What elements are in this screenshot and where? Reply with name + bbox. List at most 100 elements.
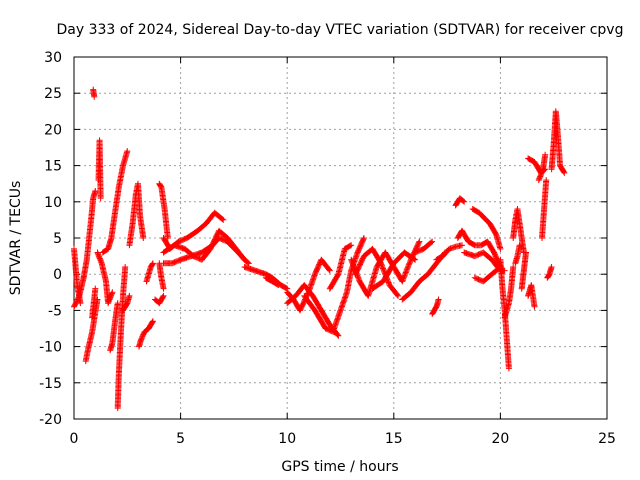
data-points-s46	[525, 282, 538, 310]
y-tick-label: -20	[39, 412, 62, 428]
series-s11	[114, 263, 129, 412]
series-s23	[262, 274, 282, 289]
y-axis-label: SDTVAR / TECUs	[8, 181, 24, 296]
data-points-s14	[136, 318, 156, 350]
data-points-s51	[548, 108, 568, 176]
x-tick-label: 10	[278, 431, 296, 447]
x-tick-label: 25	[598, 431, 616, 447]
y-tick-label: 15	[44, 159, 62, 175]
series-s15	[143, 260, 156, 285]
data-points-s49	[539, 177, 550, 241]
series-s49	[539, 177, 550, 241]
y-tick-label: -10	[39, 340, 62, 356]
data-points-s02	[71, 274, 87, 310]
y-tick-label: 10	[44, 195, 62, 211]
series-s34	[429, 296, 442, 317]
data-points-s28	[326, 242, 355, 292]
x-tick-label: 20	[491, 431, 509, 447]
data-points-s44	[512, 242, 523, 267]
series-s28	[326, 242, 355, 292]
series-s03	[80, 187, 99, 281]
series-s21	[160, 227, 248, 263]
series-s36	[452, 195, 468, 209]
data-points-s31	[369, 249, 419, 292]
data-points-s43	[510, 206, 527, 256]
series-s26	[301, 292, 338, 336]
data-points-s15	[143, 260, 156, 285]
data-points-s12	[120, 292, 133, 314]
series-s48	[535, 151, 549, 184]
data-points-s09	[99, 148, 131, 256]
data-points-s03	[80, 187, 99, 281]
series-s10	[107, 300, 121, 354]
y-tick-label: -5	[48, 303, 62, 319]
data-points-s18	[156, 260, 167, 292]
series-s43	[510, 206, 527, 256]
data-points-s48	[535, 151, 549, 184]
series-s45	[518, 249, 529, 292]
series-s12	[120, 292, 133, 314]
series-s46	[525, 282, 538, 310]
series-s17	[156, 180, 171, 241]
series-s51	[548, 108, 568, 176]
series-s30	[352, 245, 402, 299]
series-s42	[501, 263, 517, 321]
data-points-s50	[544, 263, 555, 281]
y-tick-label: 25	[44, 86, 62, 102]
series-s50	[544, 263, 555, 281]
data-points-s36	[452, 195, 468, 209]
series-s35	[433, 242, 466, 263]
data-points-s26	[301, 292, 338, 336]
data-points-s16	[152, 292, 167, 307]
x-tick-label: 0	[70, 431, 79, 447]
y-tick-label: 0	[53, 267, 62, 283]
y-tick-label: 5	[53, 231, 62, 247]
series-s33	[412, 238, 436, 256]
x-tick-label: 5	[176, 431, 185, 447]
series-s09	[99, 148, 131, 256]
series-s07	[95, 137, 104, 202]
series-s44	[512, 242, 523, 267]
tick-labels: 0 5 10 15 20 25 -20 -15 -10 -5 0 5 10 15 20 25 30	[39, 50, 616, 447]
data-points-s23	[262, 274, 282, 289]
series-s41	[497, 256, 512, 372]
data-points-s08	[94, 249, 116, 307]
data-points-s33	[412, 238, 436, 256]
series-s18	[156, 260, 167, 292]
y-tick-label: -15	[39, 376, 62, 392]
series-s31	[369, 249, 419, 292]
data-points-s40	[471, 263, 504, 285]
data-points-s34	[429, 296, 442, 317]
data-points-s39	[469, 206, 504, 252]
series-s06	[90, 86, 98, 100]
data-points-s21	[160, 227, 248, 263]
series-s40	[471, 263, 504, 285]
series-s16	[152, 292, 167, 307]
y-tick-label: 30	[44, 50, 62, 66]
data-points-s35	[433, 242, 466, 263]
x-axis-label: GPS time / hours	[281, 459, 398, 475]
data-points-s05	[89, 285, 99, 321]
data-points-s06	[90, 86, 98, 100]
series-s14	[136, 318, 156, 350]
series-s37	[454, 227, 504, 270]
series-s39	[469, 206, 504, 252]
series-s13	[126, 180, 147, 249]
series-s02	[71, 274, 87, 310]
series-s27	[331, 235, 367, 332]
data-points-s11	[114, 263, 129, 412]
series-s08	[94, 249, 116, 307]
data-points-s27	[331, 235, 367, 332]
chart-title: Day 333 of 2024, Sidereal Day-to-day VTE…	[57, 22, 624, 38]
data-points-s45	[518, 249, 529, 292]
data-series	[71, 86, 568, 412]
y-tick-label: 20	[44, 122, 62, 138]
data-points-s07	[95, 137, 104, 202]
data-points-s42	[501, 263, 517, 321]
data-points-s17	[156, 180, 171, 241]
series-s05	[89, 285, 99, 321]
data-points-s30	[352, 245, 402, 299]
data-points-s41	[497, 256, 512, 372]
